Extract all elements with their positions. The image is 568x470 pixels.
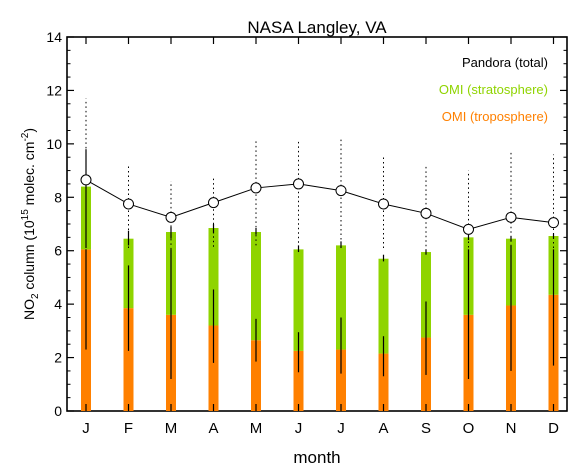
legend: Pandora (total) OMI (stratosphere) OMI (… [439, 55, 548, 124]
bar-troposphere [208, 325, 219, 411]
x-tick-label: N [506, 420, 517, 437]
bar-stratosphere [251, 232, 261, 341]
y-axis-label-sup1: 15 [20, 209, 31, 221]
y-axis-label-mid: column (10 [21, 220, 37, 293]
pandora-point [335, 185, 347, 197]
y-tick-labels: 0 2 4 6 8 10 12 14 [46, 29, 62, 419]
pandora-point [208, 197, 219, 209]
bar-troposphere [378, 353, 389, 411]
y-axis-label-suffix: ) [21, 128, 37, 133]
x-tick-label: M [250, 420, 263, 437]
bar-troposphere [293, 350, 304, 411]
y-tick-label: 8 [54, 189, 62, 205]
x-tick-label: M [165, 420, 178, 437]
chart-title: NASA Langley, VA [247, 18, 387, 37]
bar-troposphere [123, 308, 134, 411]
x-tick-label: F [124, 420, 133, 437]
bar-troposphere [336, 349, 346, 411]
y-tick-label: 12 [46, 82, 62, 98]
errorbar-layer [85, 98, 555, 379]
legend-entry-omi-troposphere: OMI (troposphere) [442, 109, 548, 124]
legend-entry-omi-stratosphere: OMI (stratosphere) [439, 82, 548, 97]
y-tick-label: 0 [54, 403, 62, 419]
pandora-point [378, 198, 389, 210]
x-tick-label: J [337, 420, 345, 437]
bar-stratosphere [293, 249, 304, 351]
x-tick-label: A [208, 420, 218, 437]
bar-troposphere [251, 340, 261, 411]
pandora-point [420, 207, 432, 219]
pandora-point [293, 178, 304, 190]
pandora-point [80, 174, 92, 186]
y-axis-label-sub: 2 [30, 293, 41, 299]
y-axis-label-mid2: molec. cm [21, 142, 37, 210]
pandora-line [85, 179, 554, 230]
y-axis-label-prefix: NO [21, 299, 37, 320]
bars-layer [81, 186, 559, 411]
bar-stratosphere [208, 228, 219, 326]
ticks-layer [67, 36, 567, 412]
y-axis-label: NO2 column (1015 molec. cm-2) [20, 128, 41, 320]
bar-stratosphere [378, 258, 389, 354]
pandora-point [165, 211, 177, 223]
pandora-point [250, 182, 262, 194]
bar-stratosphere [421, 252, 431, 338]
bar-stratosphere [336, 245, 346, 350]
x-tick-label: O [463, 420, 475, 437]
x-axis-label: month [293, 448, 340, 467]
plot-area [66, 36, 568, 412]
y-tick-label: 6 [54, 243, 62, 259]
x-tick-label: D [548, 420, 559, 437]
x-tick-label: J [82, 420, 90, 437]
legend-entry-pandora: Pandora (total) [462, 55, 548, 70]
pandora-point [123, 198, 134, 210]
pandora-point [548, 217, 559, 229]
pandora-layer [80, 174, 559, 235]
pandora-point [463, 223, 474, 235]
y-tick-label: 2 [54, 350, 62, 366]
x-tick-label: S [421, 420, 431, 437]
x-tick-label: A [378, 420, 388, 437]
y-axis-label-sup2: -2 [20, 132, 31, 141]
pandora-point [505, 211, 517, 223]
y-tick-label: 14 [46, 29, 62, 45]
y-tick-label: 4 [54, 296, 62, 312]
y-tick-label: 10 [46, 136, 62, 152]
x-tick-label: J [295, 420, 303, 437]
